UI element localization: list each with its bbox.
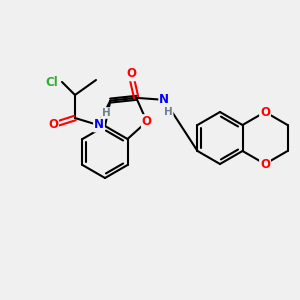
Text: O: O: [48, 118, 58, 131]
Text: N: N: [159, 93, 169, 106]
Text: O: O: [126, 68, 136, 80]
Text: H: H: [164, 107, 172, 117]
Text: O: O: [260, 106, 270, 118]
Text: N: N: [94, 118, 104, 131]
Text: H: H: [102, 108, 110, 118]
Text: O: O: [142, 115, 152, 128]
Text: Cl: Cl: [46, 76, 59, 88]
Text: O: O: [260, 158, 270, 170]
